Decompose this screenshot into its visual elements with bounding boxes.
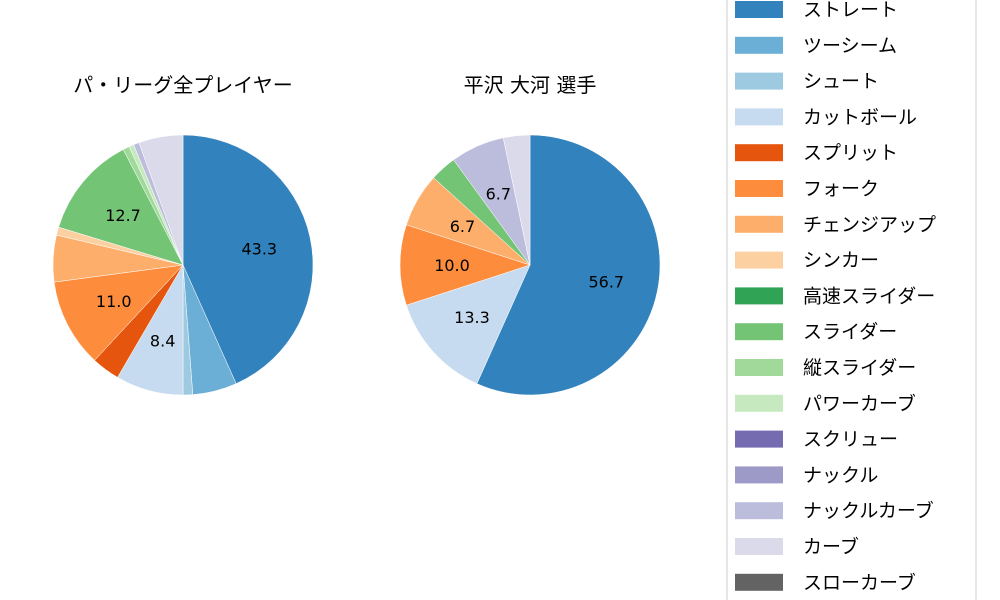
legend-label: スプリット [803, 142, 898, 164]
legend-label: シュート [803, 71, 879, 93]
legend-label: カーブ [803, 535, 859, 558]
legend-frame [726, 0, 977, 600]
legend-swatch [735, 1, 783, 18]
pie-slice-5 [399, 224, 531, 306]
legend-swatch [735, 573, 783, 591]
pie-slice-9 [58, 149, 184, 266]
legend-swatch [735, 251, 783, 269]
chart-title-league: パ・リーグ全プレイヤー [73, 73, 292, 97]
legend-label: 高速スライダー [803, 285, 935, 307]
data-label: 12.7 [105, 206, 141, 225]
legend-label: ナックルカーブ [803, 499, 934, 522]
legend-swatch [735, 215, 783, 233]
data-label: 43.3 [241, 240, 277, 259]
pie-league: 43.3 8.4 11.0 12.7 [52, 134, 314, 396]
legend-label: ツーシーム [803, 35, 897, 57]
legend-label: チェンジアップ [803, 214, 936, 236]
legend-swatch [735, 144, 783, 162]
legend-swatch [735, 430, 783, 448]
data-label: 8.4 [150, 331, 175, 350]
legend-label: スクリュー [803, 429, 898, 451]
legend: ストレートツーシームシュートカットボールスプリットフォークチェンジアップシンカー… [726, 0, 977, 600]
legend-swatch [735, 394, 783, 412]
pie-slice-0 [476, 134, 661, 396]
data-label: 6.7 [486, 185, 511, 204]
data-label: 56.7 [588, 272, 624, 291]
legend-swatch [735, 287, 783, 305]
legend-label: スライダー [803, 321, 897, 343]
legend-label: フォーク [803, 178, 879, 200]
pie-slice-15 [502, 134, 531, 266]
pie-slice-5 [53, 264, 184, 361]
legend-label: パワーカーブ [803, 392, 916, 415]
legend-label: スローカーブ [803, 571, 916, 594]
legend-swatch [735, 36, 783, 54]
legend-label: ストレート [803, 0, 898, 21]
legend-label: 縦スライダー [803, 357, 916, 379]
legend-label: ナックル [803, 464, 878, 486]
legend-swatch [735, 538, 783, 555]
pie-slice-15 [138, 134, 184, 266]
legend-swatch [735, 466, 783, 484]
data-label: 6.7 [450, 217, 475, 236]
legend-swatch [735, 323, 783, 341]
legend-label: シンカー [803, 250, 879, 272]
data-label: 11.0 [96, 292, 132, 311]
legend-swatch [735, 180, 783, 197]
legend-swatch [735, 108, 783, 126]
data-label: 13.3 [454, 308, 490, 327]
chart-title-player: 平沢 大河 選手 [464, 73, 597, 97]
data-label: 10.0 [434, 256, 470, 275]
legend-label: カットボール [803, 106, 917, 128]
pie-slice-3 [406, 264, 531, 384]
pie-slice-0 [182, 134, 314, 384]
pie-player: 56.7 13.3 10.0 6.7 6.7 [399, 134, 661, 396]
legend-swatch [735, 502, 783, 520]
legend-swatch [735, 72, 783, 90]
legend-swatch [735, 359, 783, 376]
